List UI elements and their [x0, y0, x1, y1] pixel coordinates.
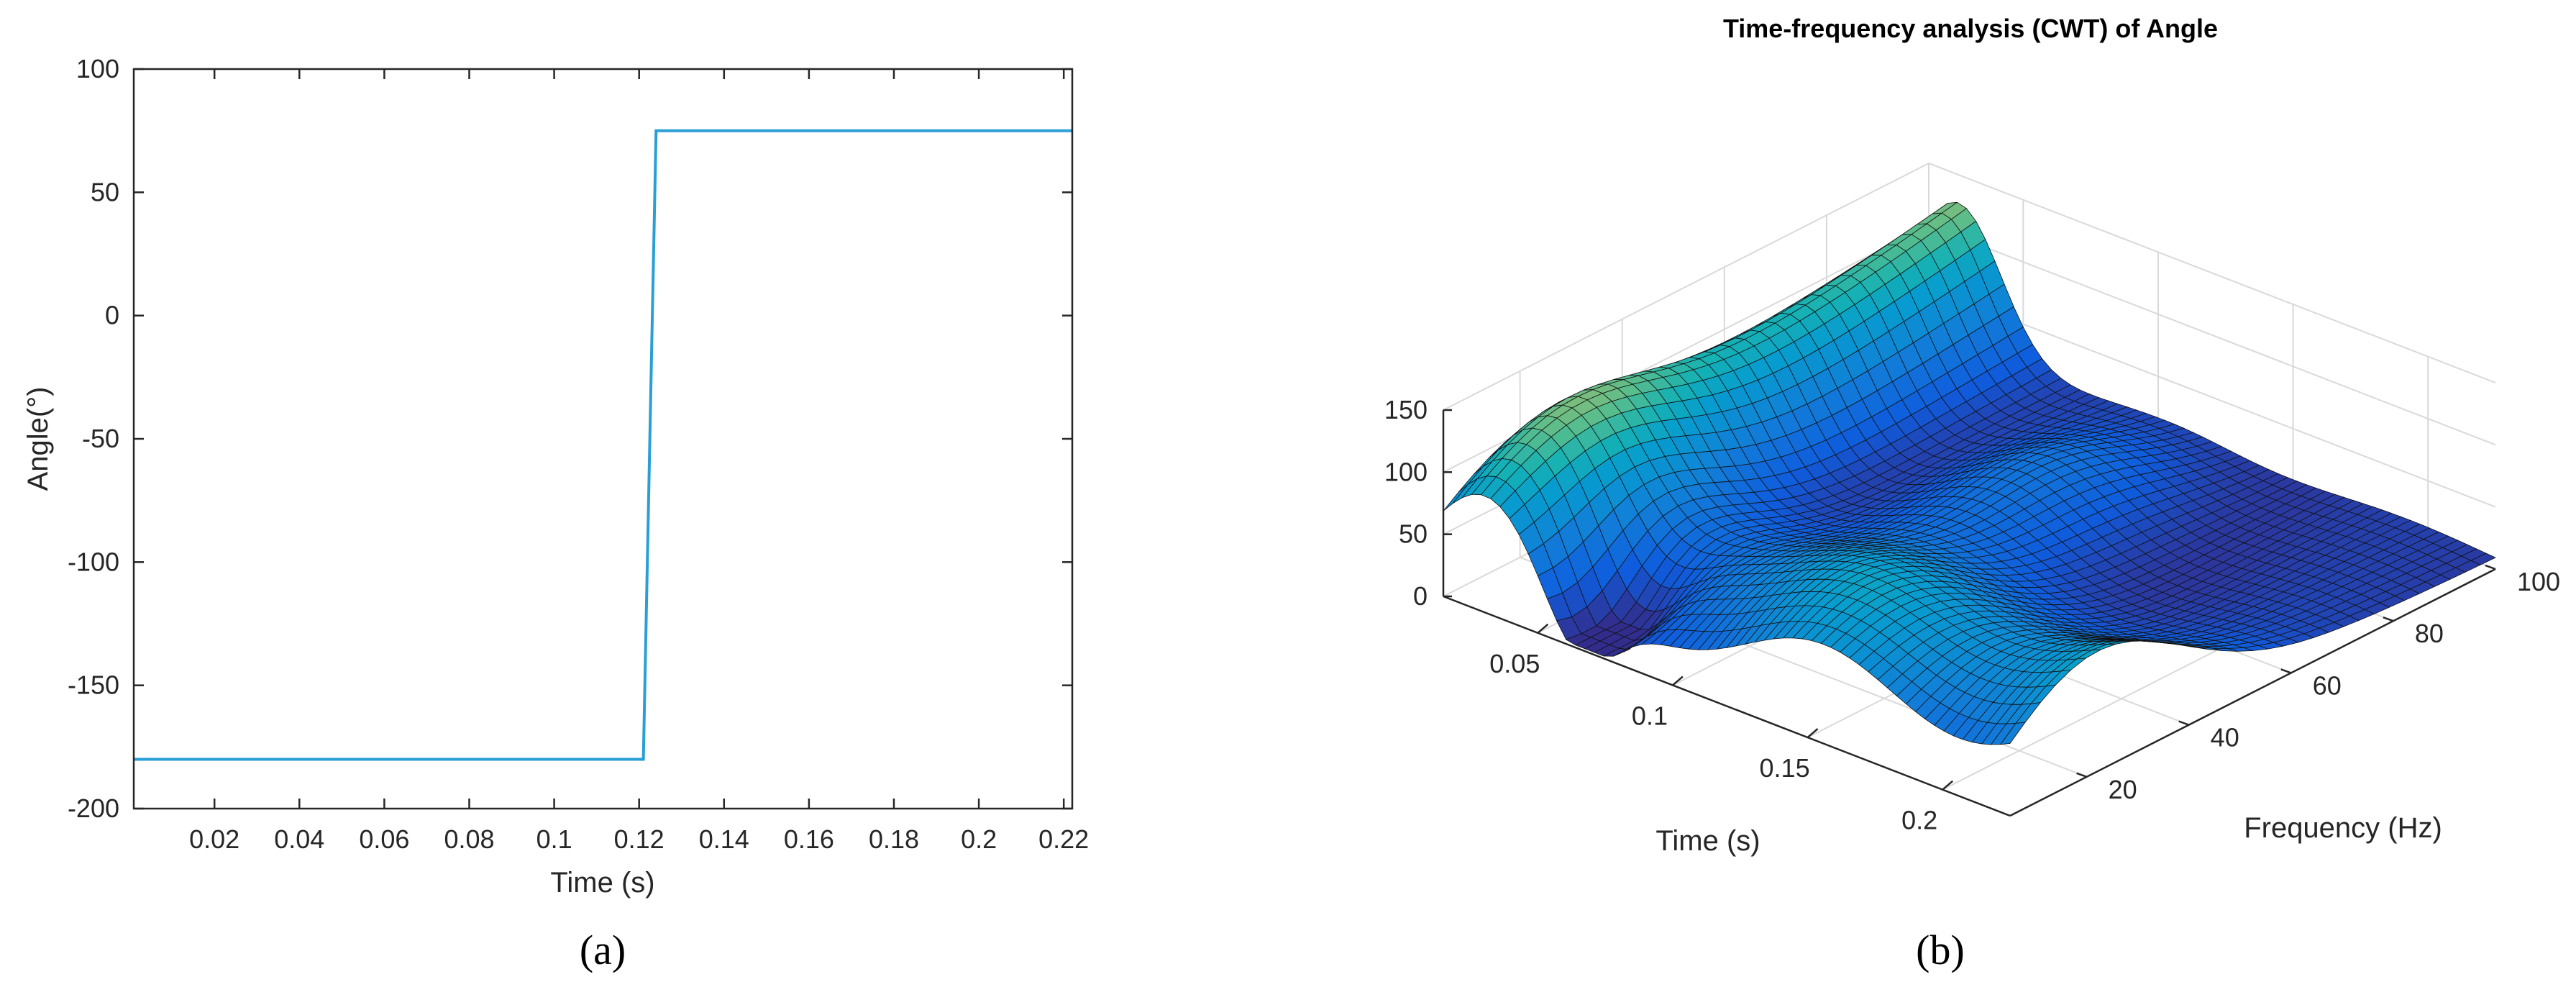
- x-tick-label: 0.05: [1489, 649, 1540, 678]
- y-tick-mark: [2485, 564, 2496, 570]
- y-tick-label: 100: [76, 54, 119, 83]
- y-tick-mark: [2383, 617, 2394, 622]
- x-tick-label: 0.15: [1760, 753, 1810, 783]
- x-tick-label: 0.02: [189, 824, 239, 854]
- y-tick-label: 50: [91, 177, 119, 206]
- x-tick-label: 0.2: [1901, 806, 1937, 835]
- x-tick-label: 0.08: [444, 824, 494, 854]
- x-tick-label: 0.14: [699, 824, 749, 854]
- series-line-angle: [134, 129, 1072, 761]
- y-tick-mark: [2076, 772, 2087, 778]
- axes-box: [132, 68, 1074, 810]
- y-tick-label: 20: [2109, 775, 2137, 804]
- y-axis-label: Angle(°): [22, 387, 54, 491]
- x-tick-label: 0.1: [1632, 701, 1668, 730]
- x-tick-mark: [1537, 623, 1549, 634]
- z-tick-label: 150: [1384, 395, 1428, 424]
- y-tick-mark: [2280, 668, 2292, 674]
- x-tick-mark: [1672, 676, 1684, 686]
- x-tick-label: 0.1: [536, 824, 572, 854]
- x-tick-label: 0.2: [961, 824, 997, 854]
- y-tick-mark: [2178, 720, 2190, 726]
- surface-patch: [2000, 722, 2026, 745]
- panel-caption-a: (a): [580, 927, 626, 973]
- x-axis-label: Time (s): [1655, 825, 1760, 857]
- x-axis-label: Time (s): [550, 867, 654, 899]
- x-tick-label: 0.12: [614, 824, 664, 854]
- y-tick-label: 80: [2415, 619, 2444, 648]
- y-tick-label: 40: [2211, 723, 2239, 752]
- surface-patch: [1443, 484, 1469, 511]
- y-tick-label: -50: [82, 424, 119, 453]
- panel-caption-b: (b): [1916, 927, 1965, 973]
- x-ticks: 0.02 0.04 0.06 0.08 0.1 0.12 0.14 0.16 0.18 0.2 0.…: [189, 69, 1089, 854]
- y-ticks: 20 40 60 80 100: [2076, 564, 2560, 804]
- y-tick-label: -200: [68, 793, 119, 823]
- y-tick-label: -150: [68, 670, 119, 700]
- y-ticks: 100 50 0 -50 -100 -150 -200: [68, 54, 1072, 823]
- x-tick-mark: [1807, 728, 1819, 739]
- chart-title: Time-frequency analysis (CWT) of Angle: [1723, 14, 2218, 43]
- x-ticks: 0.05 0.1 0.15 0.2: [1489, 623, 1954, 835]
- y-tick-label: -100: [68, 547, 119, 576]
- plot-area: [134, 69, 1072, 809]
- x-tick-label: 0.22: [1038, 824, 1089, 854]
- x-tick-label: 0.16: [784, 824, 834, 854]
- y-tick-label: 0: [105, 301, 119, 330]
- y-tick-label: 60: [2313, 670, 2342, 700]
- surface-chart-cwt: Time-frequency analysis (CWT) of Angle 0…: [1384, 14, 2560, 973]
- z-tick-label: 100: [1384, 457, 1428, 486]
- cwt-surface: [1443, 201, 2496, 745]
- z-tick-label: 0: [1413, 581, 1428, 611]
- x-tick-label: 0.18: [869, 824, 919, 854]
- y-tick-label: 100: [2517, 567, 2560, 596]
- z-ticks: 0 50 100 150: [1384, 395, 1452, 611]
- y-axis-line: [2009, 568, 2496, 817]
- z-tick-label: 50: [1399, 519, 1428, 549]
- x-tick-label: 0.06: [359, 824, 409, 854]
- x-tick-mark: [1942, 780, 1954, 791]
- y-axis-label: Frequency (Hz): [2244, 812, 2442, 844]
- line-chart-angle: 0.02 0.04 0.06 0.08 0.1 0.12 0.14 0.16 0.18 0.2 0.…: [22, 54, 1089, 973]
- x-tick-label: 0.04: [274, 824, 324, 854]
